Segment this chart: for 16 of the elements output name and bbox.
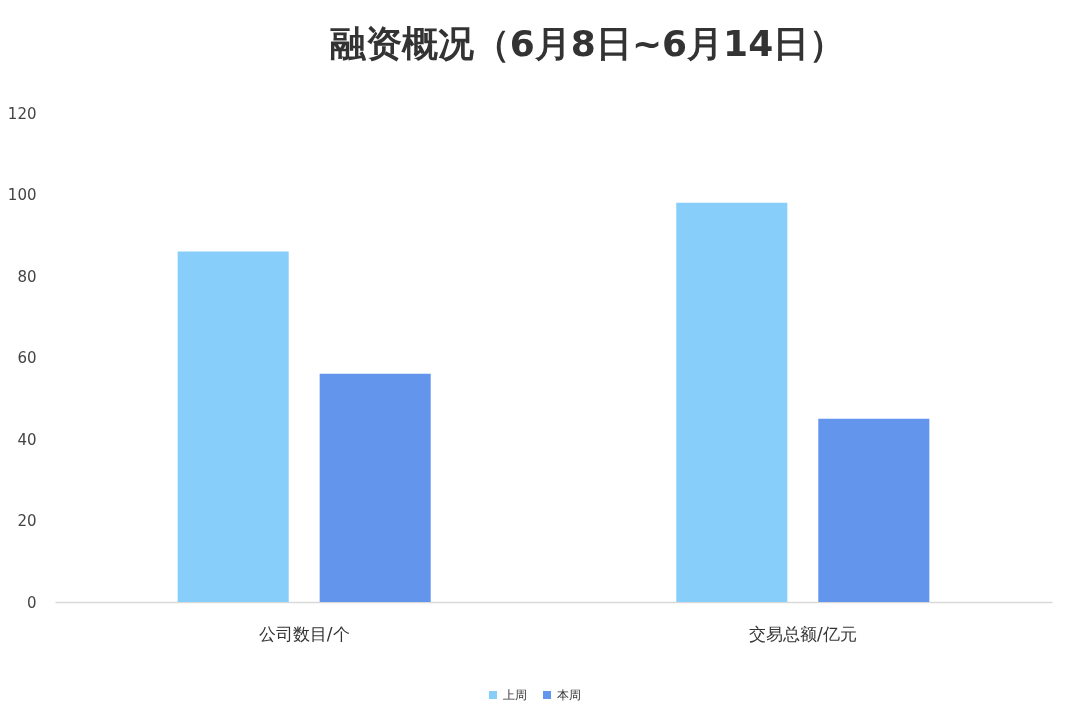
x-tick-label: 公司数目/个 — [258, 623, 350, 644]
bar — [319, 373, 431, 602]
y-tick-label: 80 — [17, 267, 37, 286]
y-tick-label: 60 — [17, 349, 37, 367]
y-tick-label: 0 — [26, 593, 37, 612]
y-tick-label: 40 — [17, 430, 37, 449]
bar — [177, 251, 289, 602]
y-tick-label: 20 — [17, 512, 37, 530]
legend-label: 本周 — [557, 688, 581, 702]
bar — [676, 202, 788, 602]
x-tick-label: 交易总额/亿元 — [748, 623, 857, 644]
y-tick-label: 120 — [7, 104, 37, 123]
bar — [818, 418, 930, 602]
legend-label: 上周 — [503, 688, 527, 702]
y-tick-label: 100 — [7, 186, 37, 204]
chart-title: 融资概况（6月8日~6月14日） — [329, 23, 846, 64]
